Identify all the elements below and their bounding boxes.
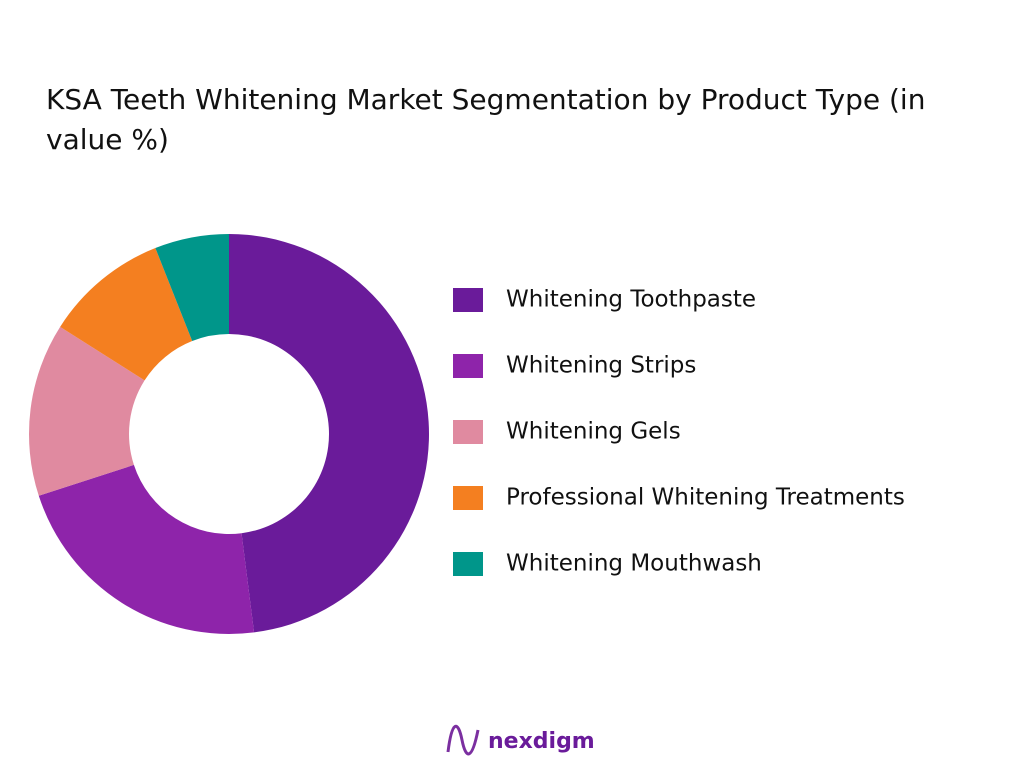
- legend-label: Professional Whitening Treatments: [506, 485, 905, 511]
- legend-label: Whitening Toothpaste: [506, 287, 756, 313]
- legend-swatch: [453, 420, 483, 444]
- logo-text: nexdigm: [488, 729, 595, 754]
- slice: [29, 326, 145, 496]
- slice: [38, 464, 255, 634]
- slice: [229, 234, 429, 633]
- legend-swatch: [453, 354, 483, 378]
- legend-label: Whitening Gels: [506, 419, 681, 445]
- chart-title: KSA Teeth Whitening Market Segmentation …: [46, 83, 926, 156]
- logo-wave: [446, 725, 480, 756]
- slice: [60, 248, 193, 381]
- legend-label: Whitening Mouthwash: [506, 551, 762, 577]
- legend-label: Whitening Strips: [506, 353, 696, 379]
- legend-swatch: [453, 486, 483, 510]
- slice: [155, 234, 229, 342]
- logo-icon: [446, 725, 480, 756]
- legend-swatch: [453, 288, 483, 312]
- legend-swatch: [453, 552, 483, 576]
